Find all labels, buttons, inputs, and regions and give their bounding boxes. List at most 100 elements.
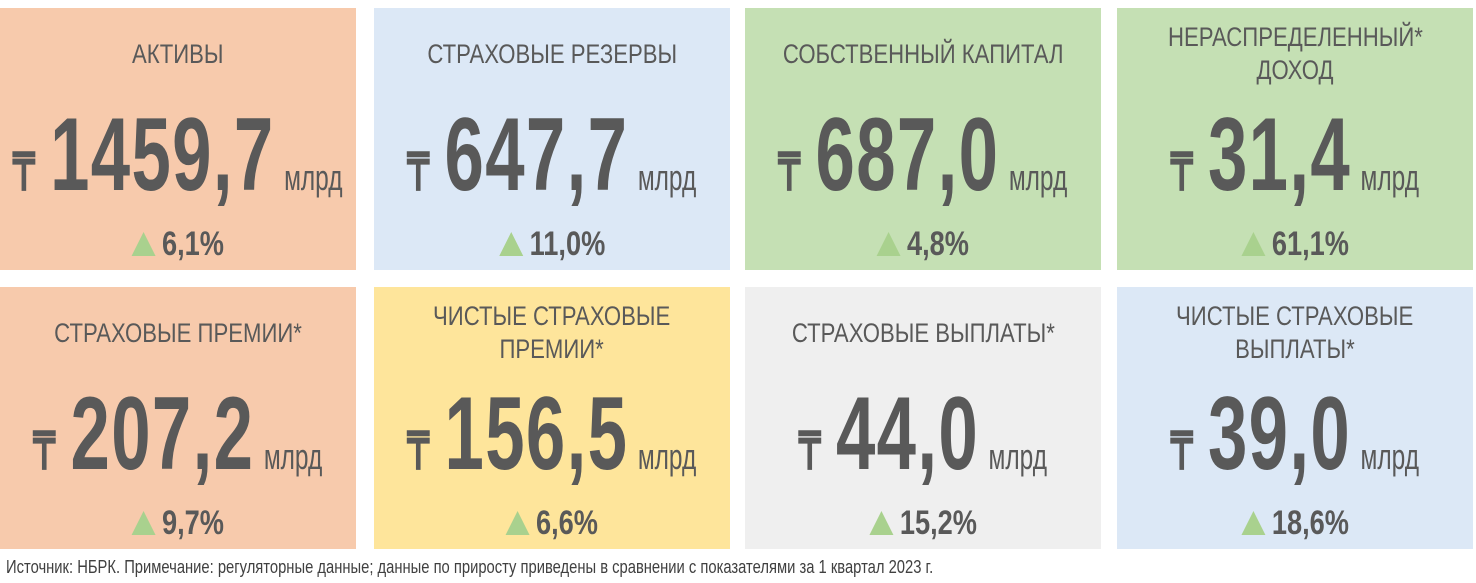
change-row: 61,1% <box>1117 224 1473 264</box>
unit: млрд <box>1009 156 1068 198</box>
value-group: ₸ 207,2 млрд <box>33 375 322 494</box>
change: 9,7% <box>162 503 225 542</box>
change-row: 18,6% <box>1117 503 1473 543</box>
card-title: ЧИСТЫЕ СТРАХОВЫЕ ПРЕМИИ* <box>374 295 730 371</box>
kpi-card: ЧИСТЫЕ СТРАХОВЫЕ ПРЕМИИ* ₸ 156,5 млрд 6,6% <box>374 287 730 549</box>
title-line: ЧИСТЫЕ СТРАХОВЫЕ <box>433 301 671 331</box>
value-row: ₸ 647,7 млрд <box>374 97 730 213</box>
unit: млрд <box>264 435 323 477</box>
value-row: ₸ 1459,7 млрд <box>0 97 356 213</box>
kpi-card: СТРАХОВЫЕ РЕЗЕРВЫ ₸ 647,7 млрд 11,0% <box>374 8 730 270</box>
card-title: АКТИВЫ <box>0 16 356 92</box>
title-line: ДОХОД <box>1256 55 1334 85</box>
card-title: СТРАХОВЫЕ ПРЕМИИ* <box>0 295 356 371</box>
card-title: ЧИСТЫЕ СТРАХОВЫЕ ВЫПЛАТЫ* <box>1117 295 1473 371</box>
change: 6,1% <box>162 224 225 263</box>
change-group: 6,1% <box>131 224 225 264</box>
value: 156,5 <box>444 375 629 492</box>
title-line: АКТИВЫ <box>132 38 224 69</box>
value: 44,0 <box>836 375 980 492</box>
card-title: СТРАХОВЫЕ ВЫПЛАТЫ* <box>745 295 1101 371</box>
change: 4,8% <box>907 224 970 263</box>
value-row: ₸ 39,0 млрд <box>1117 376 1473 492</box>
currency: ₸ <box>798 422 822 481</box>
change: 11,0% <box>529 224 606 263</box>
change-row: 6,1% <box>0 224 356 264</box>
change-group: 4,8% <box>876 224 970 264</box>
value-row: ₸ 31,4 млрд <box>1117 97 1473 213</box>
title-line: СТРАХОВЫЕ РЕЗЕРВЫ <box>427 38 677 69</box>
value-row: ₸ 156,5 млрд <box>374 376 730 492</box>
change-group: 18,6% <box>1241 504 1349 543</box>
change-group: 11,0% <box>498 224 606 264</box>
currency: ₸ <box>1170 422 1194 481</box>
unit: млрд <box>1360 435 1420 477</box>
title-line: ЧИСТЫЕ СТРАХОВЫЕ <box>1176 301 1414 331</box>
up-arrow <box>505 511 530 535</box>
value-group: ₸ 1459,7 млрд <box>13 96 343 215</box>
value-group: ₸ 156,5 млрд <box>407 375 696 494</box>
currency: ₸ <box>33 422 56 481</box>
card-title: СТРАХОВЫЕ РЕЗЕРВЫ <box>374 16 730 92</box>
currency: ₸ <box>13 143 36 202</box>
card-title: НЕРАСПРЕДЕЛЕННЫЙ* ДОХОД <box>1117 16 1473 92</box>
value: 39,0 <box>1208 375 1352 492</box>
kpi-card: АКТИВЫ ₸ 1459,7 млрд 6,1% <box>0 8 356 270</box>
change-row: 6,6% <box>374 503 730 543</box>
currency: ₸ <box>407 143 430 202</box>
unit: млрд <box>638 156 697 198</box>
value-group: ₸ 44,0 млрд <box>799 375 1048 494</box>
unit: млрд <box>988 435 1048 477</box>
kpi-card: СТРАХОВЫЕ ПРЕМИИ* ₸ 207,2 млрд 9,7% <box>0 287 356 549</box>
change-row: 9,7% <box>0 503 356 543</box>
title-line: СТРАХОВЫЕ ВЫПЛАТЫ* <box>791 317 1055 348</box>
value-group: ₸ 31,4 млрд <box>1171 96 1420 215</box>
up-arrow <box>131 232 156 256</box>
up-arrow <box>1241 232 1266 256</box>
value-group: ₸ 687,0 млрд <box>778 96 1067 215</box>
unit: млрд <box>284 156 343 198</box>
change-group: 6,6% <box>505 503 599 543</box>
value-group: ₸ 647,7 млрд <box>407 96 696 215</box>
title-line: НЕРАСПРЕДЕЛЕННЫЙ* <box>1167 22 1423 52</box>
change: 6,6% <box>536 503 599 542</box>
card-title: СОБСТВЕННЫЙ КАПИТАЛ <box>745 16 1101 92</box>
change: 15,2% <box>899 503 977 542</box>
currency: ₸ <box>407 422 430 481</box>
title-line: СОБСТВЕННЫЙ КАПИТАЛ <box>782 38 1064 69</box>
kpi-card: СТРАХОВЫЕ ВЫПЛАТЫ* ₸ 44,0 млрд 15,2% <box>745 287 1101 549</box>
title-line: ВЫПЛАТЫ* <box>1235 334 1355 364</box>
kpi-card: ЧИСТЫЕ СТРАХОВЫЕ ВЫПЛАТЫ* ₸ 39,0 млрд 18,6% <box>1117 287 1473 549</box>
title-line: СТРАХОВЫЕ ПРЕМИИ* <box>54 317 302 348</box>
change-row: 11,0% <box>374 224 730 264</box>
value: 647,7 <box>444 96 629 213</box>
value: 207,2 <box>70 375 255 492</box>
value: 1459,7 <box>50 96 275 213</box>
unit: млрд <box>1360 156 1420 198</box>
change-group: 61,1% <box>1241 225 1349 264</box>
up-arrow <box>869 511 894 535</box>
change-row: 15,2% <box>745 503 1101 543</box>
value-row: ₸ 207,2 млрд <box>0 376 356 492</box>
up-arrow <box>1241 511 1266 535</box>
change-group: 15,2% <box>869 504 977 543</box>
change-group: 9,7% <box>131 503 225 543</box>
value-row: ₸ 687,0 млрд <box>745 97 1101 213</box>
value: 31,4 <box>1208 96 1352 213</box>
up-arrow <box>876 232 901 256</box>
change-row: 4,8% <box>745 224 1101 264</box>
unit: млрд <box>638 435 697 477</box>
value: 687,0 <box>815 96 1000 213</box>
kpi-card: СОБСТВЕННЫЙ КАПИТАЛ ₸ 687,0 млрд 4,8% <box>745 8 1101 270</box>
change: 18,6% <box>1271 503 1349 542</box>
up-arrow <box>131 511 156 535</box>
value-group: ₸ 39,0 млрд <box>1171 375 1420 494</box>
change: 61,1% <box>1271 224 1349 263</box>
footnote: Источник: НБРК. Примечание: регуляторные… <box>6 557 934 577</box>
title-line: ПРЕМИИ* <box>499 334 605 364</box>
currency: ₸ <box>778 143 801 202</box>
up-arrow <box>498 232 523 256</box>
kpi-card: НЕРАСПРЕДЕЛЕННЫЙ* ДОХОД ₸ 31,4 млрд 61,1% <box>1117 8 1473 270</box>
currency: ₸ <box>1170 143 1194 202</box>
